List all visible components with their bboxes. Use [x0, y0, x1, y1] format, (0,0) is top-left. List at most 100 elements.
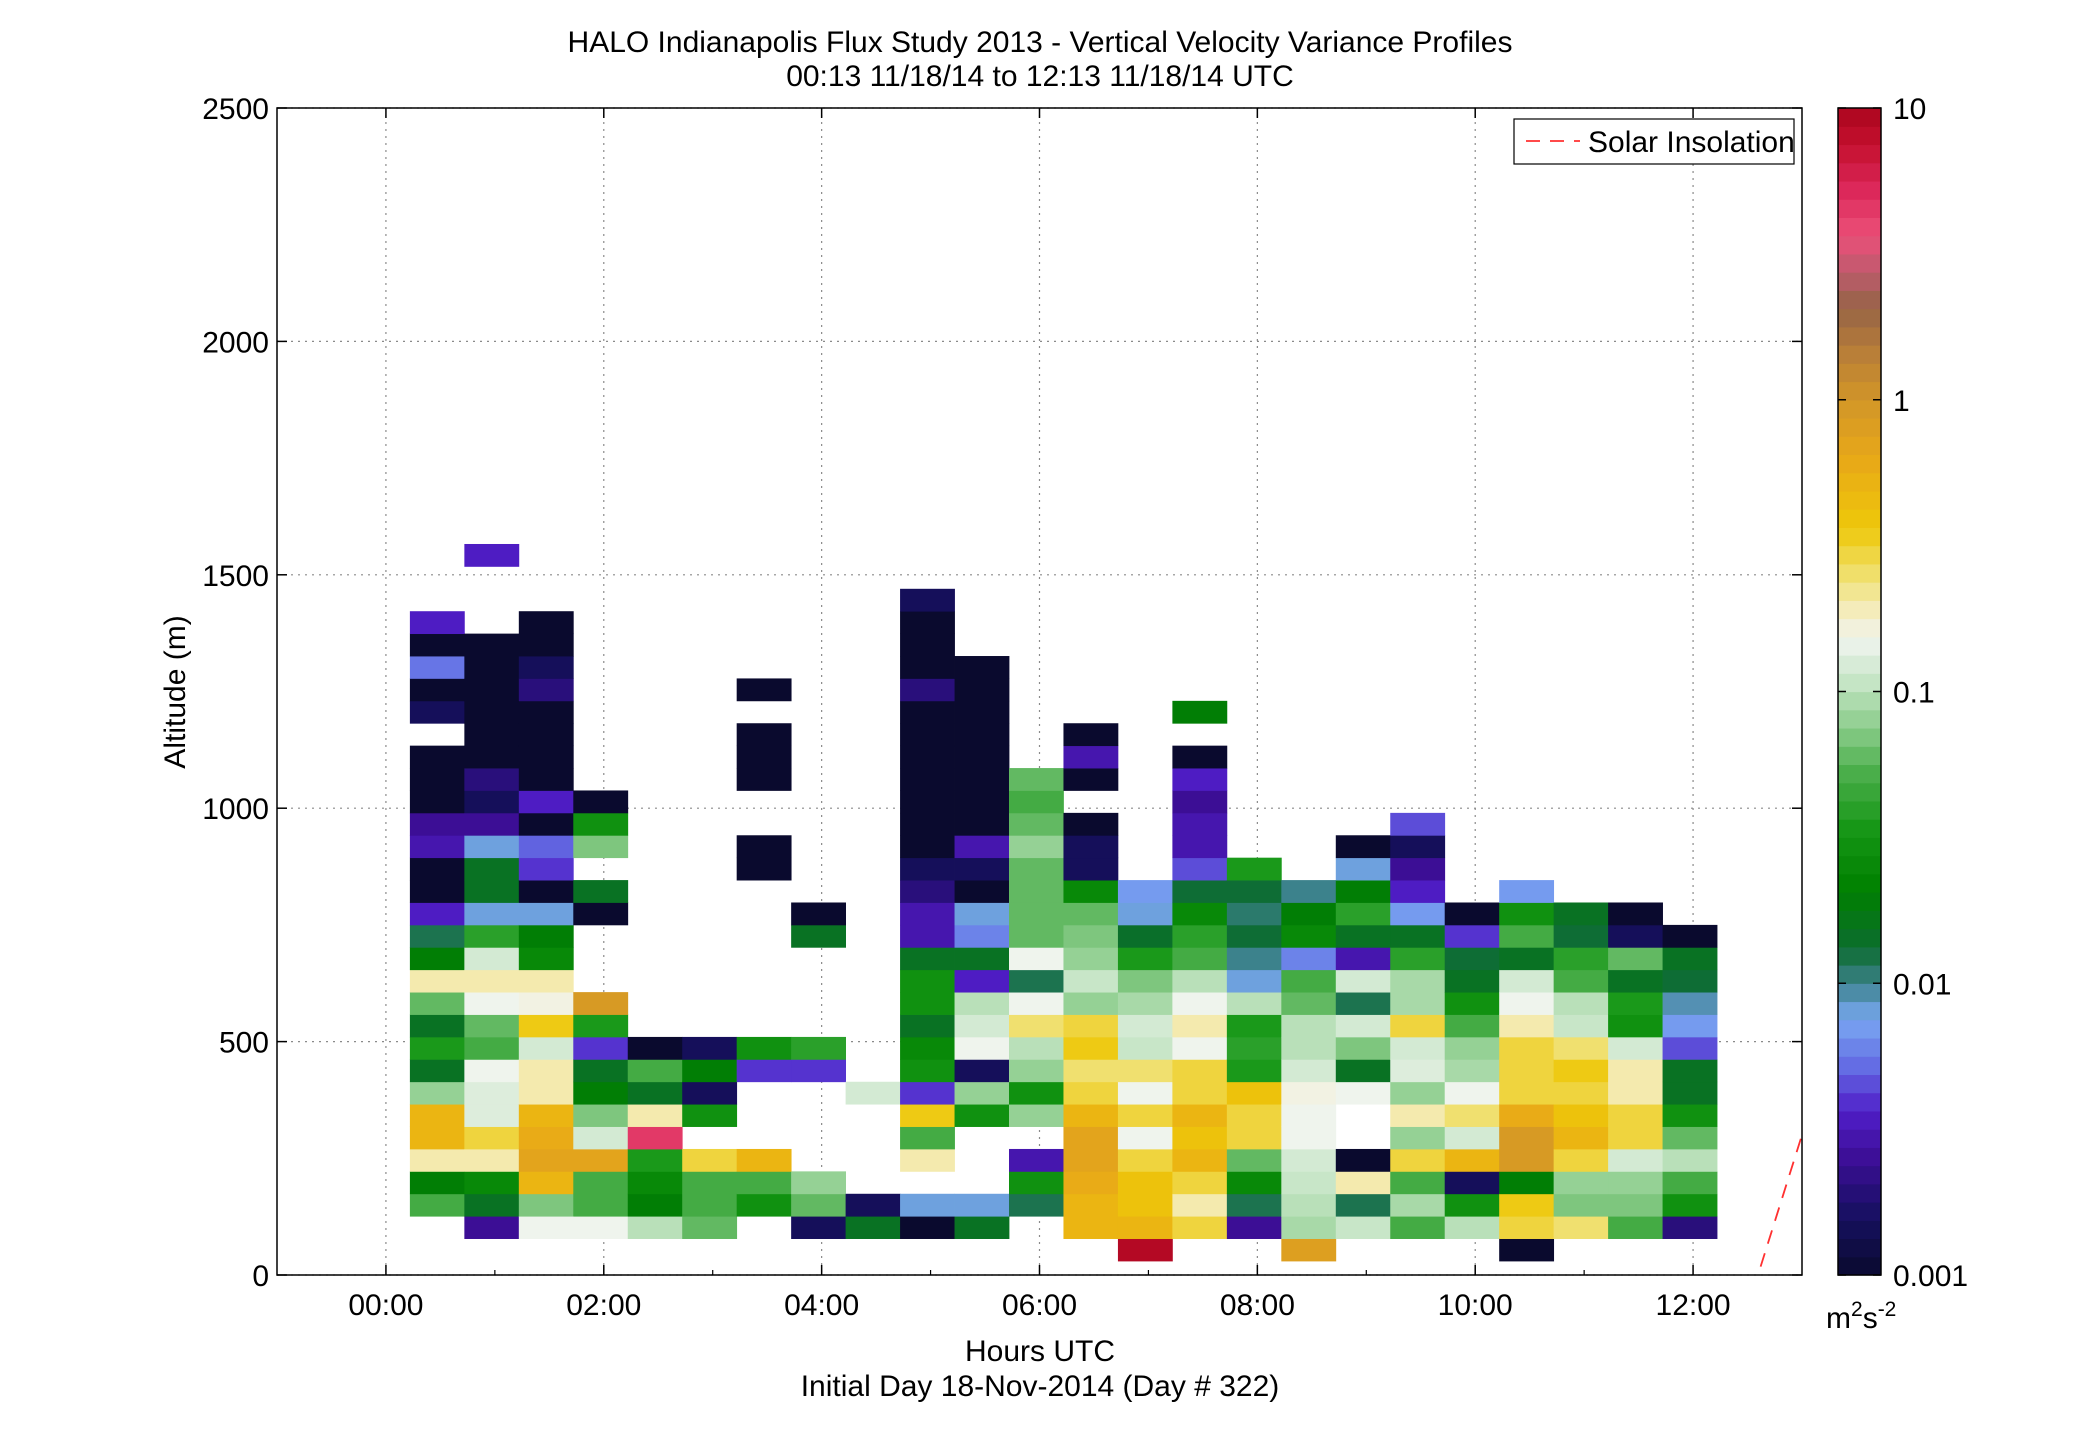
heatmap-cell [573, 1104, 629, 1127]
heatmap-cell [791, 1036, 846, 1060]
heatmap-cell [1608, 947, 1663, 971]
heatmap-cell [518, 745, 574, 769]
heatmap-cell [1009, 947, 1064, 971]
heatmap-cell [1226, 992, 1282, 1015]
heatmap-cell [954, 745, 1010, 769]
heatmap-cell [1281, 1193, 1337, 1217]
heatmap-cell [464, 678, 520, 702]
heatmap-cell [1390, 835, 1446, 859]
heatmap-cell [1063, 1171, 1119, 1195]
colorbar-segment [1838, 1220, 1881, 1240]
heatmap-cell [1444, 1193, 1500, 1217]
heatmap-cell [573, 1193, 629, 1217]
heatmap-cell [1553, 1014, 1609, 1038]
colorbar-segment [1838, 983, 1881, 1003]
heatmap-cell [1390, 1148, 1446, 1172]
colorbar-segment [1838, 892, 1881, 911]
heatmap-cell [954, 947, 1010, 971]
heatmap-cell [954, 880, 1010, 903]
heatmap-cell [464, 812, 520, 836]
heatmap-cell [1281, 924, 1337, 948]
heatmap-cell [1444, 902, 1500, 926]
heatmap-cell [409, 768, 465, 791]
heatmap-cell [1608, 992, 1663, 1015]
heatmap-cell [1499, 1148, 1555, 1172]
heatmap-cell [1499, 1171, 1555, 1195]
y-tick-label: 2500 [202, 93, 269, 126]
heatmap-cell [464, 723, 520, 747]
heatmap-cell [1172, 1126, 1228, 1150]
heatmap-cell [736, 1171, 792, 1195]
heatmap-cell [1172, 1014, 1228, 1038]
heatmap-cell [409, 1081, 465, 1105]
heatmap-cell [1063, 835, 1119, 859]
heatmap-cell [1608, 1193, 1663, 1217]
x-tick-label: 02:00 [566, 1289, 641, 1322]
heatmap-cell [1444, 1216, 1500, 1239]
heatmap-cell [1608, 902, 1663, 926]
colorbar-segment [1838, 965, 1881, 984]
heatmap-cell [627, 1148, 683, 1172]
heatmap-cell [736, 678, 792, 702]
heatmap-cell [1009, 902, 1064, 926]
heatmap-cell [1172, 1104, 1228, 1127]
heatmap-cell [409, 835, 465, 859]
heatmap-cell [1226, 969, 1282, 993]
y-tick-label: 2000 [202, 326, 269, 359]
heatmap-cell [518, 1193, 574, 1217]
heatmap-cell [518, 656, 574, 679]
heatmap-cell [1662, 924, 1718, 948]
heatmap-cell [1390, 902, 1446, 926]
heatmap-cell [1553, 1148, 1609, 1172]
heatmap-cell [1063, 1059, 1119, 1083]
heatmap-cell [1335, 924, 1391, 948]
heatmap-cell [1390, 947, 1446, 971]
heatmap-cell [954, 723, 1010, 747]
heatmap-cell [573, 1059, 629, 1083]
heatmap-cell [409, 1193, 465, 1217]
heatmap-cell [1172, 1171, 1228, 1195]
heatmap-cell [1009, 1148, 1064, 1172]
colorbar-segment [1838, 764, 1881, 784]
heatmap-cell [845, 1081, 901, 1105]
heatmap-cell [1662, 1081, 1718, 1105]
heatmap-cell [736, 857, 792, 881]
heatmap-cell [1117, 1216, 1173, 1239]
heatmap-cell [1662, 1036, 1718, 1060]
heatmap-cell [573, 835, 629, 859]
heatmap-cell [1226, 947, 1282, 971]
heatmap-cell [1063, 812, 1119, 836]
colorbar-segment [1838, 180, 1881, 200]
heatmap-cell [954, 1104, 1010, 1127]
heatmap-cell [1281, 1148, 1337, 1172]
heatmap-cell [409, 902, 465, 926]
heatmap-cell [1226, 1171, 1282, 1195]
colorbar-segment [1838, 436, 1881, 456]
colorbar-segment [1838, 108, 1881, 127]
heatmap-cells [409, 543, 1718, 1262]
heatmap-cell [1063, 902, 1119, 926]
heatmap-cell [627, 1081, 683, 1105]
heatmap-cell [1335, 992, 1391, 1015]
heatmap-cell [1226, 1081, 1282, 1105]
heatmap-cell [1390, 1126, 1446, 1150]
heatmap-cell [1172, 992, 1228, 1015]
heatmap-cell [518, 1081, 574, 1105]
heatmap-cell [900, 880, 955, 903]
heatmap-cell [682, 1036, 738, 1060]
heatmap-cell [900, 1036, 955, 1060]
heatmap-cell [409, 947, 465, 971]
heatmap-cell [1172, 1193, 1228, 1217]
heatmap-cell [1608, 1126, 1663, 1150]
heatmap-cell [1009, 790, 1064, 814]
colorbar-segment [1838, 345, 1881, 364]
heatmap-cell [518, 1014, 574, 1038]
heatmap-cell [518, 1104, 574, 1127]
heatmap-cell [1063, 723, 1119, 747]
heatmap-cell [1063, 924, 1119, 948]
colorbar-segment [1838, 162, 1881, 182]
colorbar-segment [1838, 800, 1881, 820]
heatmap-cell [464, 835, 520, 859]
heatmap-cell [464, 1148, 520, 1172]
heatmap-cell [1335, 1081, 1391, 1105]
